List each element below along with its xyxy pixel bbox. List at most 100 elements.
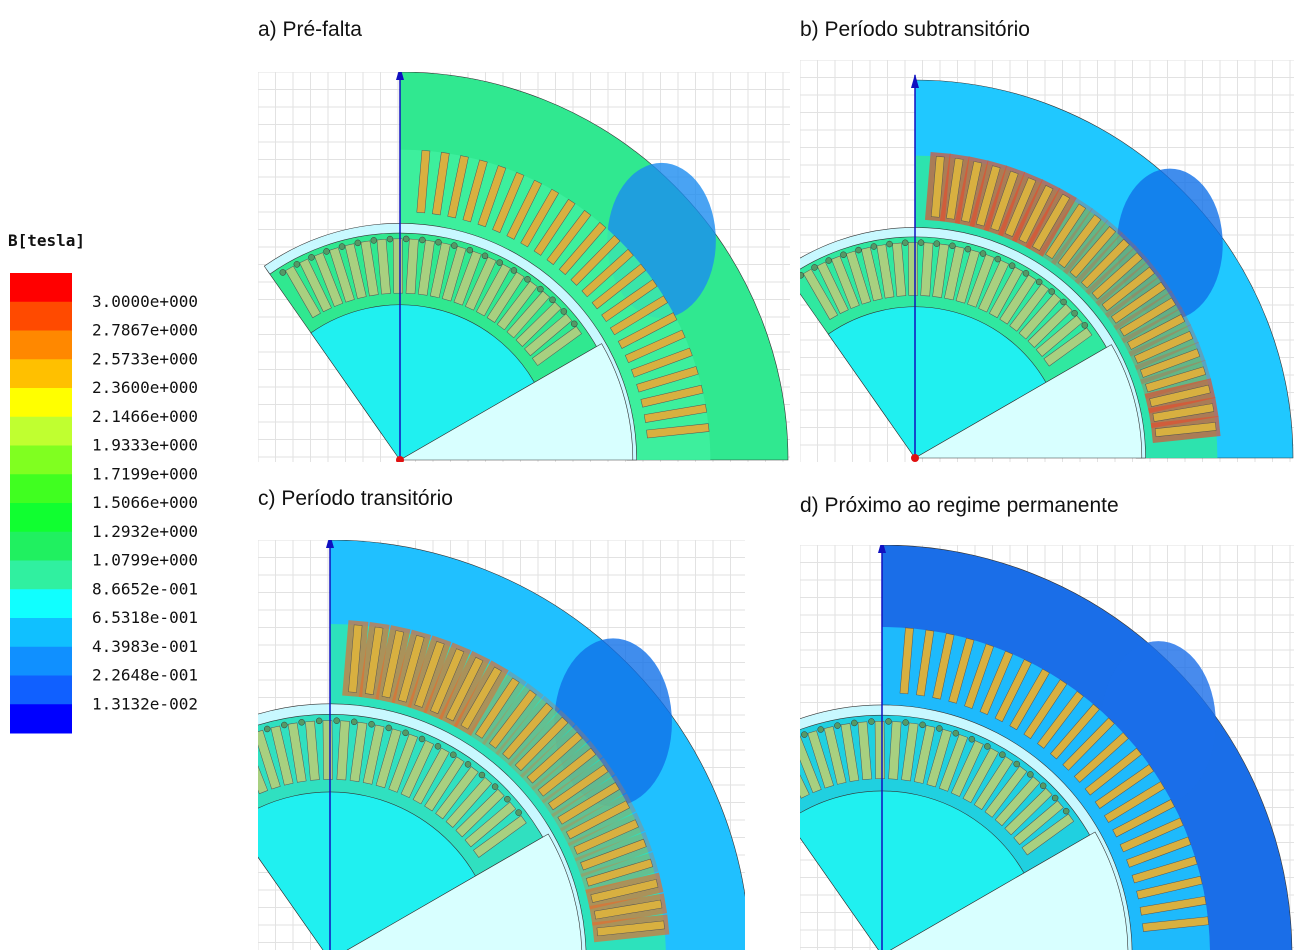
damper-hole [755, 754, 761, 760]
damper-hole [316, 718, 322, 724]
damper-hole [497, 260, 503, 266]
damper-hole [231, 738, 237, 744]
damper-hole [247, 731, 253, 737]
damper-hole [785, 738, 791, 744]
damper-hole [953, 730, 959, 736]
legend-swatch [10, 331, 72, 360]
damper-hole [403, 236, 409, 242]
legend-swatch [10, 647, 72, 676]
panel-title: a) Pré-falta [258, 18, 362, 41]
damper-hole [334, 718, 340, 724]
legend-swatch [10, 532, 72, 561]
damper-hole [550, 297, 556, 303]
panel-title: b) Período subtransitório [800, 18, 1030, 41]
legend-label: 1.7199e+000 [92, 464, 198, 483]
damper-hole [1049, 289, 1055, 295]
legend-label: 2.5733e+000 [92, 349, 198, 368]
legend-swatch [10, 618, 72, 647]
legend-swatch [10, 417, 72, 446]
damper-hole [435, 743, 441, 749]
damper-hole [419, 736, 425, 742]
damper-hole [770, 745, 776, 751]
legend-label: 4.3983e-001 [92, 637, 198, 656]
legend-label: 2.3600e+000 [92, 378, 198, 397]
legend-label: 2.7867e+000 [92, 321, 198, 340]
damper-hole [801, 732, 807, 738]
origin [911, 454, 919, 462]
damper-hole [868, 719, 874, 725]
damper-hole [387, 236, 393, 242]
damper-hole [918, 240, 924, 246]
damper-hole [886, 718, 892, 724]
field-plot [783, 60, 1294, 462]
damper-hole [995, 256, 1001, 262]
damper-hole [281, 722, 287, 728]
legend-label: 1.0799e+000 [92, 551, 198, 570]
legend-label: 6.5318e-001 [92, 608, 198, 627]
damper-hole [834, 723, 840, 729]
legend-swatch [10, 388, 72, 417]
rotor-bar [393, 239, 403, 293]
damper-hole [386, 725, 392, 731]
damper-hole [826, 258, 832, 264]
damper-hole [1061, 299, 1067, 305]
damper-hole [856, 247, 862, 253]
damper-hole [798, 272, 804, 278]
damper-hole [294, 261, 300, 267]
damper-hole [818, 726, 824, 732]
damper-hole [871, 243, 877, 249]
damper-hole [450, 752, 456, 758]
rotor-bar [222, 743, 256, 800]
legend-swatch [10, 676, 72, 705]
damper-hole [465, 761, 471, 767]
damper-hole [1063, 808, 1069, 814]
field-plot [258, 66, 790, 464]
damper-hole [1040, 783, 1046, 789]
panel-title: c) Período transitório [258, 487, 453, 510]
legend-label: 3.0000e+000 [92, 292, 198, 311]
damper-hole [1027, 771, 1033, 777]
damper-hole [299, 719, 305, 725]
damper-hole [351, 719, 357, 725]
damper-hole [1072, 310, 1078, 316]
legend-swatch [10, 503, 72, 532]
legend-label: 1.9333e+000 [92, 436, 198, 455]
origin [396, 456, 404, 464]
figure: B[tesla] a) Pré-falta b) Período subtran… [0, 0, 1294, 950]
damper-hole [200, 754, 206, 760]
damper-hole [435, 239, 441, 245]
damper-hole [1082, 322, 1088, 328]
damper-hole [479, 772, 485, 778]
damper-hole [369, 721, 375, 727]
legend-label: 1.2932e+000 [92, 522, 198, 541]
damper-hole [965, 246, 971, 252]
rotor-bar [323, 721, 333, 780]
damper-hole [1036, 279, 1042, 285]
damper-hole [1009, 263, 1015, 269]
legend-swatch [10, 302, 72, 331]
damper-hole [403, 730, 409, 736]
damper-hole [902, 240, 908, 246]
damper-hole [561, 308, 567, 314]
damper-hole [903, 719, 909, 725]
damper-hole [949, 243, 955, 249]
damper-hole [511, 267, 517, 273]
damper-hole [482, 253, 488, 259]
legend-swatch [10, 561, 72, 590]
damper-hole [451, 243, 457, 249]
damper-hole [355, 240, 361, 246]
damper-hole [308, 254, 314, 260]
field-plot [183, 534, 750, 950]
legend-swatch [10, 359, 72, 388]
damper-hole [467, 247, 473, 253]
damper-hole [339, 244, 345, 250]
legend-swatch [10, 273, 72, 302]
damper-hole [851, 720, 857, 726]
damper-hole [920, 722, 926, 728]
damper-hole [215, 745, 221, 751]
legend-swatch [10, 704, 72, 733]
field-plot [739, 539, 1294, 950]
legend-label: 2.2648e-001 [92, 666, 198, 685]
damper-hole [419, 237, 425, 243]
damper-hole [571, 321, 577, 327]
